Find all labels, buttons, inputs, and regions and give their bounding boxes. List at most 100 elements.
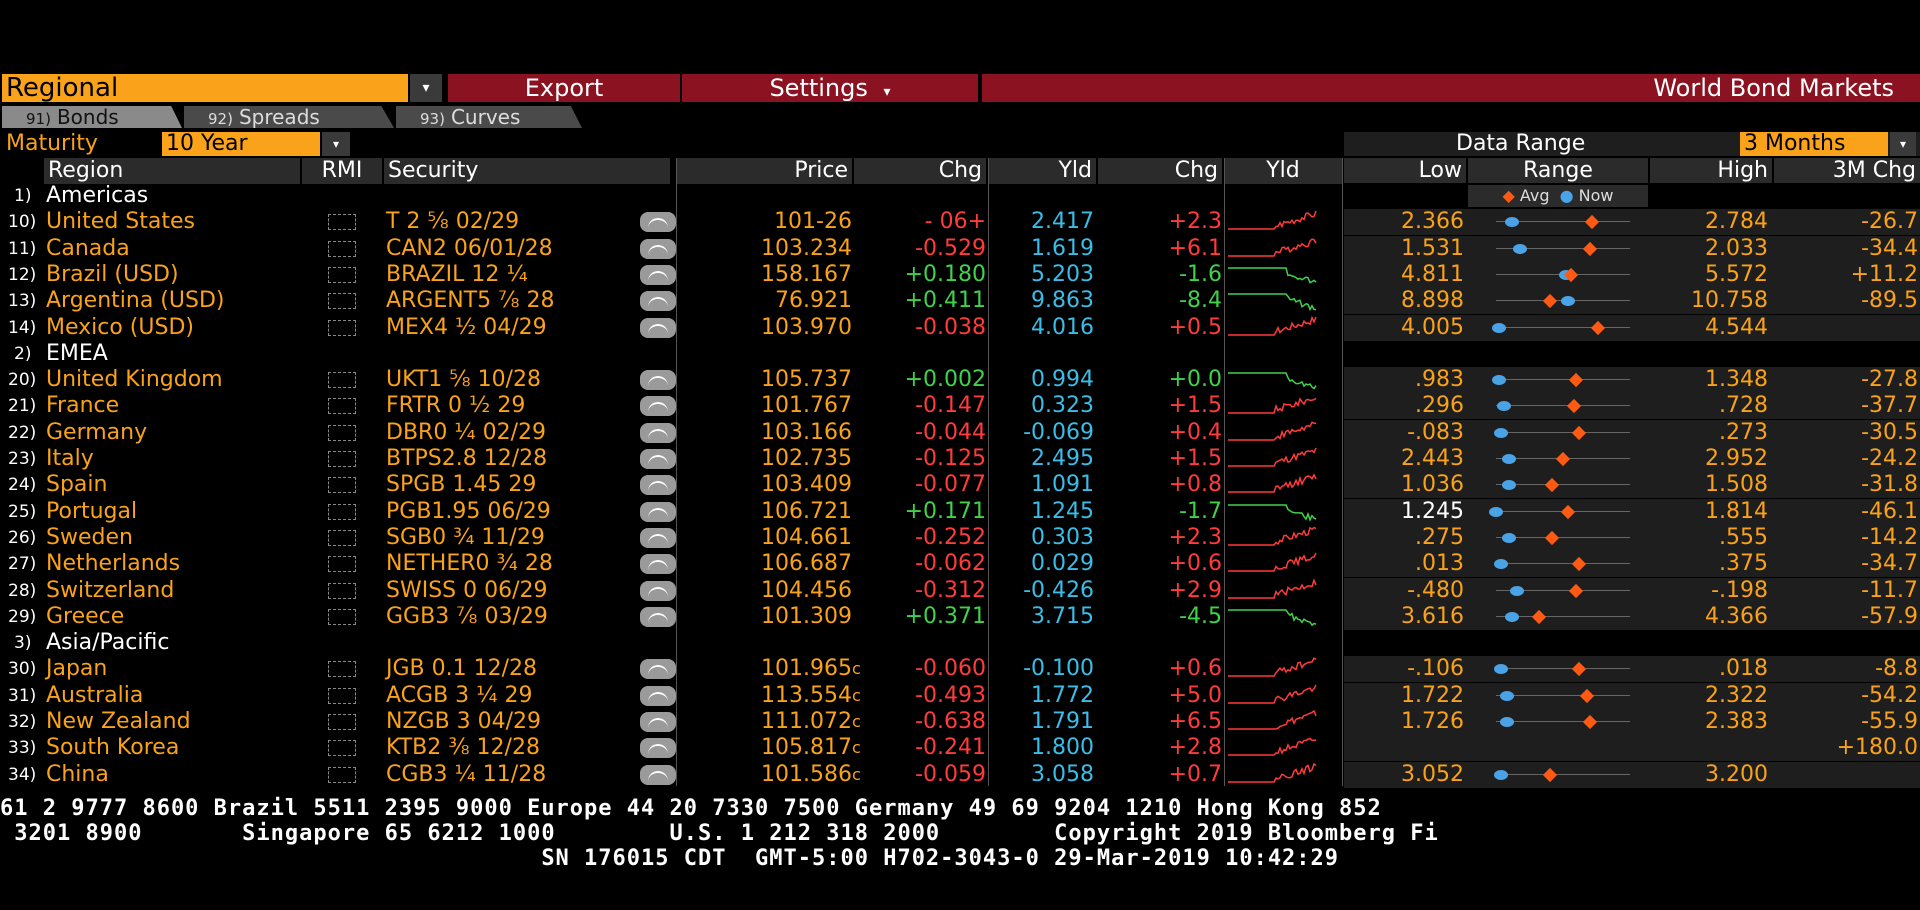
- col-3m-chg[interactable]: 3M Chg: [1774, 158, 1920, 184]
- yield-sparkline[interactable]: [1228, 367, 1318, 393]
- table-row[interactable]: 24) Spain SPGB 1.45 29 103.409 -0.077 1.091 +0…: [0, 472, 1920, 499]
- security-name[interactable]: DBR0 ¼ 02/29: [386, 419, 547, 445]
- table-row[interactable]: 11) Canada CAN2 06/01/28 103.234 -0.529 1.619…: [0, 235, 1920, 262]
- region-name[interactable]: Sweden: [46, 524, 133, 550]
- security-name[interactable]: SPGB 1.45 29: [386, 472, 537, 498]
- yield-sparkline[interactable]: [1228, 209, 1318, 235]
- region-name[interactable]: Germany: [46, 419, 148, 445]
- security-name[interactable]: CAN2 06/01/28: [386, 235, 553, 261]
- region-name[interactable]: Netherlands: [46, 551, 181, 577]
- region-name[interactable]: South Korea: [46, 735, 180, 761]
- security-name[interactable]: PGB1.95 06/29: [386, 498, 551, 524]
- col-chg[interactable]: Chg: [854, 158, 986, 184]
- rmi-icon[interactable]: [328, 661, 356, 678]
- security-name[interactable]: T 2 ⅝ 02/29: [386, 209, 520, 235]
- security-name[interactable]: NETHER0 ¾ 28: [386, 551, 553, 577]
- chart-icon[interactable]: [640, 527, 676, 548]
- yield-sparkline[interactable]: [1228, 551, 1318, 577]
- table-row[interactable]: 22) Germany DBR0 ¼ 02/29 103.166 -0.044 -0.06…: [0, 419, 1920, 446]
- table-row[interactable]: 28) Switzerland SWISS 0 06/29 104.456 -0.312…: [0, 577, 1920, 604]
- rmi-icon[interactable]: [328, 529, 356, 546]
- table-row[interactable]: 10) United States T 2 ⅝ 02/29 101-26 - 06+ 2.…: [0, 209, 1920, 236]
- table-row[interactable]: 31) Australia ACGB 3 ¼ 29 113.554 c -0.493 1.7…: [0, 682, 1920, 709]
- table-row[interactable]: 25) Portugal PGB1.95 06/29 106.721 +0.171 1.2…: [0, 498, 1920, 525]
- chart-icon[interactable]: [640, 606, 676, 627]
- region-name[interactable]: Greece: [46, 603, 125, 629]
- rmi-icon[interactable]: [328, 398, 356, 415]
- security-name[interactable]: BTPS2.8 12/28: [386, 446, 548, 471]
- settings-button[interactable]: Settings ▾: [682, 74, 978, 102]
- region-name[interactable]: Switzerland: [46, 577, 175, 603]
- yield-sparkline[interactable]: [1228, 420, 1318, 446]
- chart-icon[interactable]: [640, 317, 676, 338]
- yield-sparkline[interactable]: [1228, 762, 1318, 788]
- yield-sparkline[interactable]: [1228, 656, 1318, 682]
- regional-dropdown-arrow-icon[interactable]: ▾: [410, 74, 442, 102]
- tab-curves[interactable]: 93) Curves: [396, 106, 582, 128]
- security-name[interactable]: GGB3 ⅞ 03/29: [386, 603, 548, 629]
- region-name[interactable]: Australia: [46, 682, 144, 708]
- yield-sparkline[interactable]: [1228, 709, 1318, 735]
- col-range[interactable]: Range: [1468, 158, 1648, 184]
- chart-icon[interactable]: [640, 712, 676, 732]
- yield-sparkline[interactable]: [1228, 577, 1318, 604]
- col-low[interactable]: Low: [1344, 158, 1466, 184]
- chart-icon[interactable]: [640, 449, 676, 469]
- table-row[interactable]: 12) Brazil (USD) BRAZIL 12 ¼ 158.167 +0.180 5…: [0, 261, 1920, 288]
- yield-sparkline[interactable]: [1228, 446, 1318, 472]
- maturity-dropdown[interactable]: 10 Year: [162, 132, 320, 156]
- region-name[interactable]: Argentina (USD): [46, 288, 225, 314]
- security-name[interactable]: KTB2 ⅜ 12/28: [386, 735, 540, 761]
- yield-sparkline[interactable]: [1228, 262, 1318, 288]
- rmi-icon[interactable]: [328, 766, 356, 783]
- region-name[interactable]: Japan: [46, 656, 108, 682]
- rmi-icon[interactable]: [328, 240, 356, 257]
- chart-icon[interactable]: [640, 685, 676, 706]
- chevron-down-icon[interactable]: ▾: [322, 132, 350, 156]
- rmi-icon[interactable]: [328, 740, 356, 757]
- tab-spreads[interactable]: 92) Spreads: [184, 106, 394, 128]
- region-name[interactable]: United States: [46, 209, 195, 235]
- yield-sparkline[interactable]: [1228, 499, 1318, 525]
- security-name[interactable]: MEX4 ½ 04/29: [386, 314, 547, 340]
- region-name[interactable]: Brazil (USD): [46, 261, 179, 287]
- security-name[interactable]: FRTR 0 ½ 29: [386, 393, 526, 419]
- security-name[interactable]: CGB3 ¼ 11/28: [386, 761, 547, 787]
- chart-icon[interactable]: [640, 396, 676, 417]
- chart-icon[interactable]: [640, 370, 676, 391]
- yield-sparkline[interactable]: [1228, 683, 1318, 709]
- chart-icon[interactable]: [640, 238, 676, 259]
- rmi-icon[interactable]: [328, 556, 356, 573]
- table-row[interactable]: 26) Sweden SGB0 ¾ 11/29 104.661 -0.252 0.303 +…: [0, 524, 1920, 551]
- table-row[interactable]: 14) Mexico (USD) MEX4 ½ 04/29 103.970 -0.038…: [0, 314, 1920, 341]
- rmi-icon[interactable]: [328, 608, 356, 625]
- chart-icon[interactable]: [640, 264, 676, 285]
- security-name[interactable]: SGB0 ¾ 11/29: [386, 524, 545, 550]
- table-row[interactable]: 34) China CGB3 ¼ 11/28 101.586 c -0.059 3.058 +…: [0, 761, 1920, 788]
- region-name[interactable]: New Zealand: [46, 709, 191, 734]
- rmi-icon[interactable]: [328, 451, 356, 467]
- security-name[interactable]: BRAZIL 12 ¼: [386, 261, 528, 287]
- security-name[interactable]: ARGENT5 ⅞ 28: [386, 288, 555, 314]
- chart-icon[interactable]: [640, 738, 676, 759]
- rmi-icon[interactable]: [328, 214, 356, 231]
- chart-icon[interactable]: [640, 291, 676, 312]
- table-row[interactable]: 29) Greece GGB3 ⅞ 03/29 101.309 +0.371 3.715 -…: [0, 603, 1920, 630]
- chart-icon[interactable]: [640, 764, 676, 785]
- export-button[interactable]: Export: [448, 74, 680, 102]
- col-region[interactable]: Region: [44, 158, 300, 184]
- yield-sparkline[interactable]: [1228, 472, 1318, 498]
- table-row[interactable]: 23) Italy BTPS2.8 12/28 102.735 -0.125 2.495 +…: [0, 446, 1920, 472]
- table-row[interactable]: 13) Argentina (USD) ARGENT5 ⅞ 28 76.921 +0.4…: [0, 288, 1920, 315]
- chart-icon[interactable]: [640, 501, 676, 522]
- security-name[interactable]: JGB 0.1 12/28: [386, 656, 538, 682]
- yield-sparkline[interactable]: [1228, 604, 1318, 630]
- col-rmi[interactable]: RMI: [302, 158, 382, 184]
- rmi-icon[interactable]: [328, 372, 356, 389]
- rmi-icon[interactable]: [328, 293, 356, 310]
- yield-sparkline[interactable]: [1228, 525, 1318, 551]
- table-row[interactable]: 33) South Korea KTB2 ⅜ 12/28 105.817 c -0.241…: [0, 735, 1920, 762]
- col-yld[interactable]: Yld: [988, 158, 1096, 184]
- col-price[interactable]: Price: [676, 158, 852, 184]
- yield-sparkline[interactable]: [1228, 315, 1318, 341]
